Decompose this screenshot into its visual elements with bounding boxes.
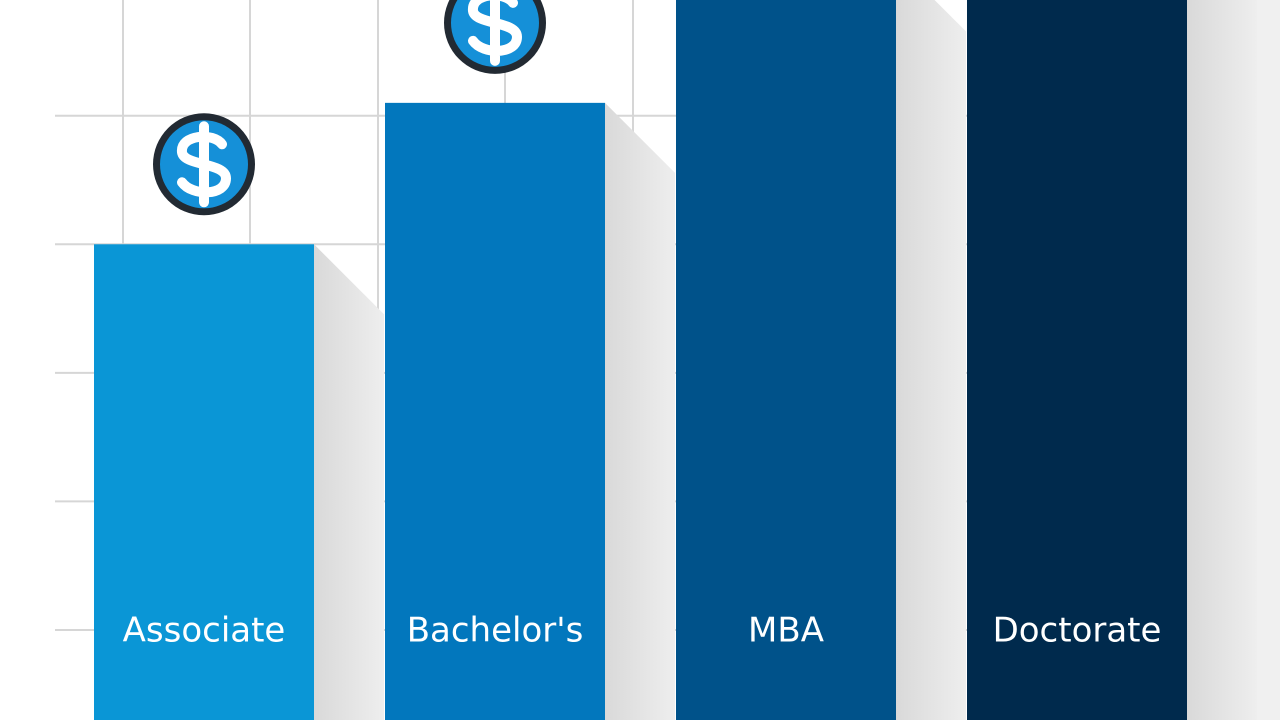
bar-label: Doctorate <box>993 611 1162 651</box>
icon-glyph <box>468 0 523 66</box>
bar-label: Associate <box>123 611 286 651</box>
bar-shadow <box>314 244 384 720</box>
dollar-icon <box>444 0 546 74</box>
bar-label: Bachelor's <box>407 611 584 651</box>
bar <box>676 0 896 720</box>
bar-shadow <box>896 0 966 720</box>
icon-glyph <box>177 121 232 208</box>
bar <box>385 102 605 720</box>
bar <box>967 0 1187 720</box>
bar-shadow <box>605 102 675 720</box>
bar-shadow <box>1187 0 1257 720</box>
bar-label: MBA <box>748 611 824 651</box>
bar <box>94 244 314 720</box>
dollar-icon <box>153 113 255 216</box>
